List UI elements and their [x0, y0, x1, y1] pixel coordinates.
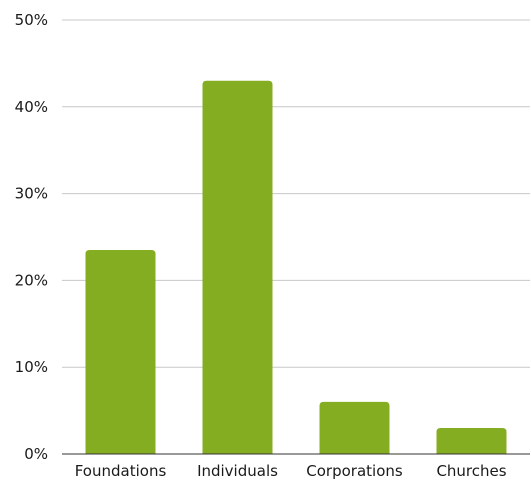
x-tick-label-foundations: Foundations — [75, 462, 167, 480]
y-tick-label: 30% — [15, 185, 48, 203]
y-tick-label: 50% — [15, 11, 48, 29]
bar-foundations — [85, 250, 156, 454]
y-tick-label: 0% — [24, 445, 48, 463]
x-tick-label-corporations: Corporations — [306, 462, 403, 480]
bar-corporations — [319, 401, 390, 454]
bars — [85, 80, 507, 454]
x-axis-tick-labels: Foundations Individuals Corporations Church… — [75, 462, 507, 480]
bar-churches — [436, 427, 507, 454]
bar-individuals — [202, 80, 273, 454]
x-tick-label-individuals: Individuals — [197, 462, 278, 480]
y-tick-label: 10% — [15, 358, 48, 376]
y-axis-tick-labels: 0% 10% 20% 30% 40% 50% — [15, 11, 48, 463]
y-tick-label: 20% — [15, 271, 48, 289]
y-tick-label: 40% — [15, 98, 48, 116]
x-tick-label-churches: Churches — [436, 462, 506, 480]
